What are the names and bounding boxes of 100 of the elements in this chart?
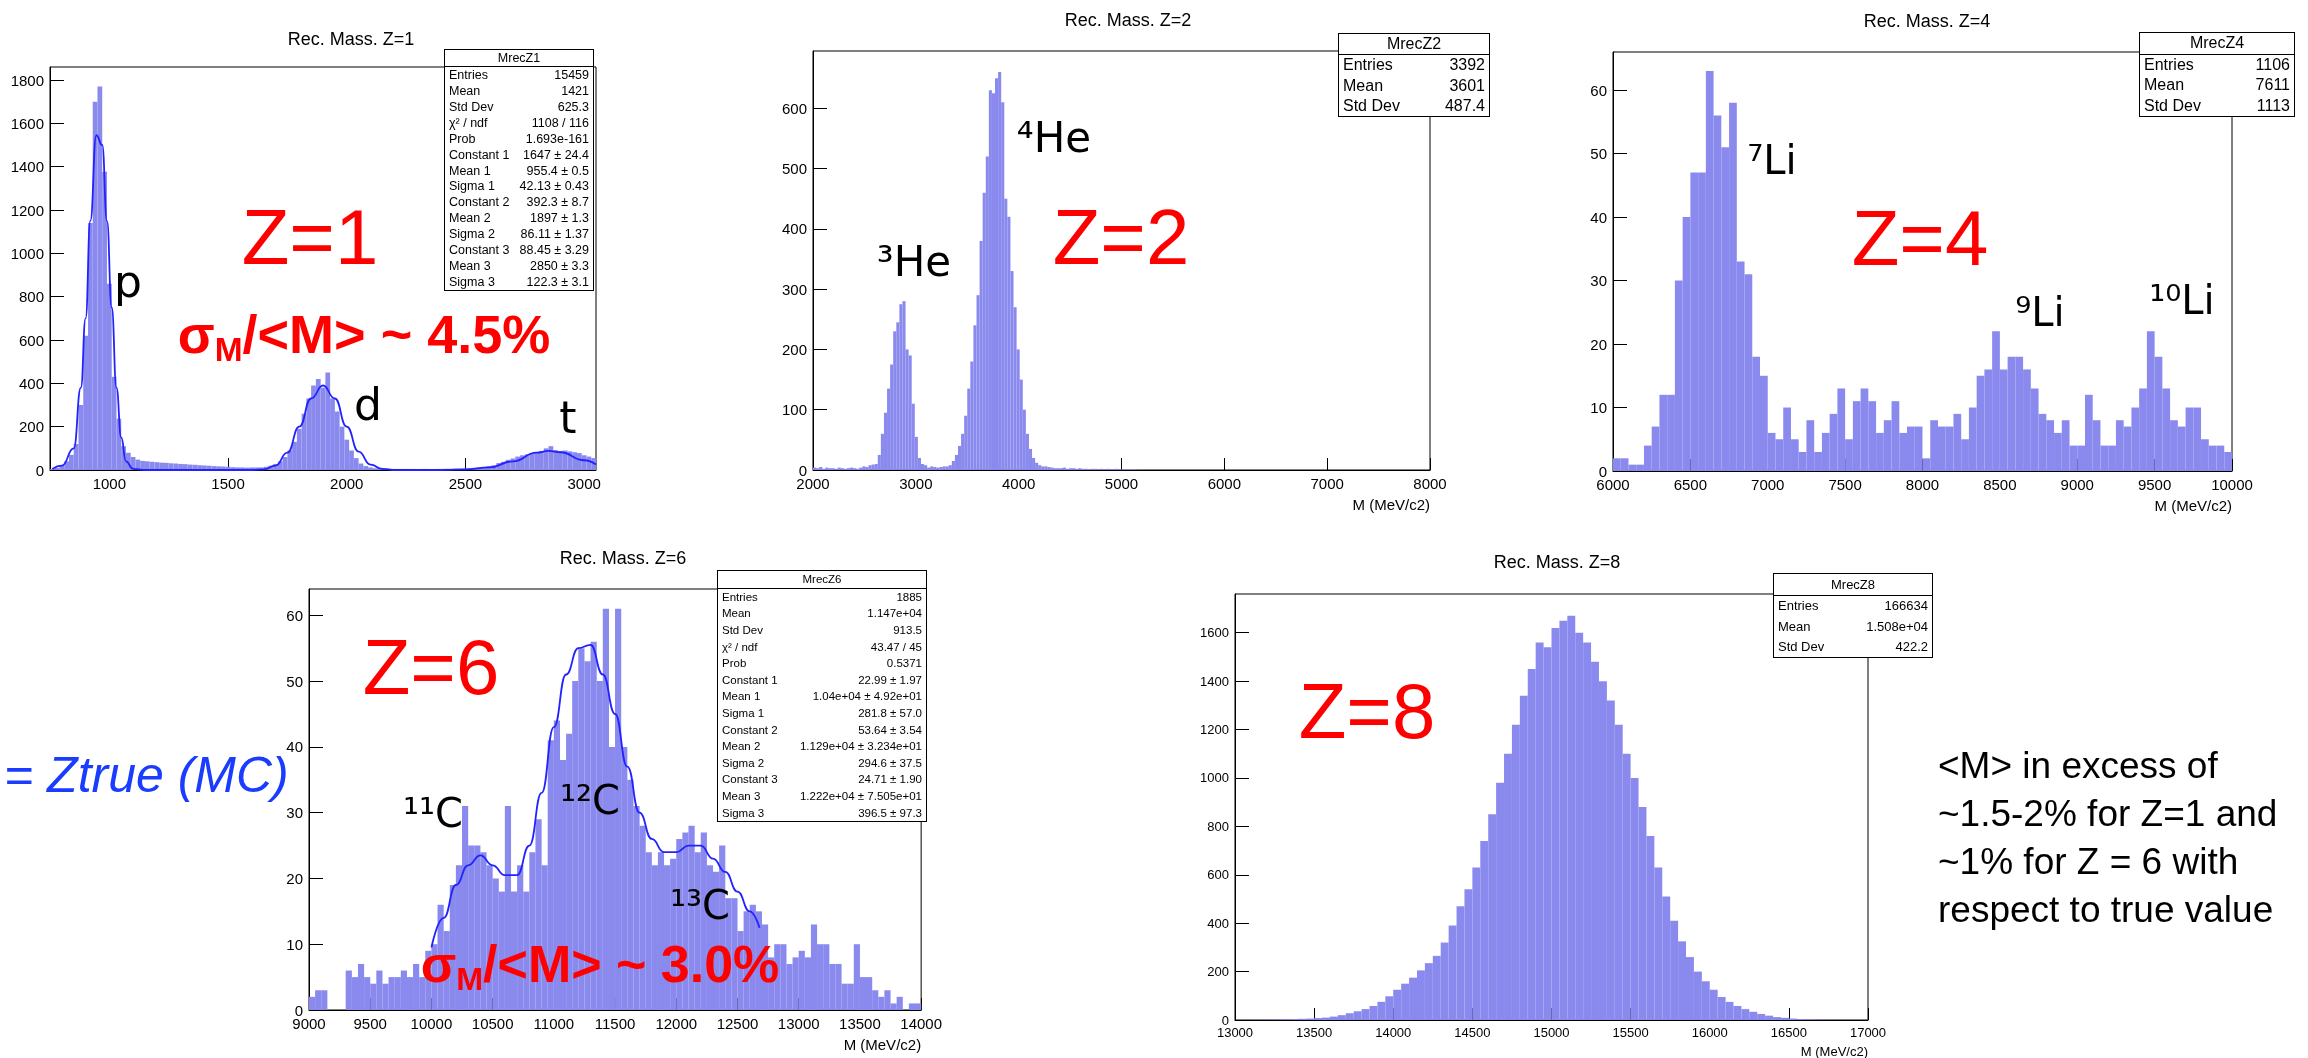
x-tick-label: 14000 xyxy=(1375,1025,1412,1040)
x-tick-label: 5000 xyxy=(1104,475,1139,492)
y-tick-label: 10 xyxy=(1590,399,1607,417)
y-tick-label: 40 xyxy=(1590,208,1607,226)
y-tick-label: 40 xyxy=(286,738,303,756)
y-tick-label: 1000 xyxy=(10,244,44,262)
x-tick-label: 2000 xyxy=(330,475,364,492)
y-tick-label: 600 xyxy=(18,331,44,349)
y-tick-label: 200 xyxy=(781,340,807,358)
x-tick-label: 11500 xyxy=(594,1015,636,1032)
x-tick-label: 7000 xyxy=(1751,476,1785,493)
annotation: Constant 1 1647 ± 24.4 xyxy=(449,147,589,162)
x-tick-label: 14000 xyxy=(900,1015,942,1032)
y-tick-label: 200 xyxy=(1207,964,1229,980)
y-tick-label: 100 xyxy=(781,401,807,419)
annotation: Z=2 xyxy=(1052,193,1190,281)
y-tick-label: 20 xyxy=(286,869,303,887)
x-tick-label: 7000 xyxy=(1310,475,1344,492)
x-tick-label: 8000 xyxy=(1413,475,1447,492)
x-tick-label: 3000 xyxy=(567,475,601,492)
x-tick-label: 12500 xyxy=(716,1015,759,1032)
annotation: ⁴He xyxy=(1016,113,1092,162)
y-tick-label: 50 xyxy=(1590,145,1607,163)
x-axis-title: M (MeV/c2) xyxy=(1352,496,1430,513)
annotation: ⁷Li xyxy=(1747,137,1797,183)
y-tick-label: 800 xyxy=(18,288,44,306)
x-tick-label: 16000 xyxy=(1691,1025,1728,1040)
y-tick-label: 800 xyxy=(1207,818,1229,834)
x-tick-label: 6000 xyxy=(1207,475,1242,492)
stats-box: MrecZ6 Entries 1885 Mean 1.147e+04 Std Dev 913.5 χ² / ndf 43.47 / 45 Prob 0.5371 Constant 1 22.99 ± 1.97 Mean 1 1.04e+04 ± 4.92e+01 Sigma 1 281.8 ± 57.0 Constant 2 53.64 ± 3.54 Mean 2 1.129e+04 ± 3.234e+01 Sigma 2 294.6 ± 37.5 Constant 3 24.71 ± 1.90 Mean 3 1.222e+04 ± 7.505e+01 Sigma 3 396.5 ± 97.3 xyxy=(717,570,927,822)
y-tick-label: 60 xyxy=(1590,81,1607,99)
x-tick-label: 4000 xyxy=(1001,475,1036,492)
y-tick-label: 600 xyxy=(781,99,807,117)
chart-title: Rec. Mass. Z=8 xyxy=(1493,552,1621,572)
y-tick-label: 30 xyxy=(1590,272,1607,290)
x-tick-label: 9000 xyxy=(2060,476,2094,493)
x-tick-label: 14500 xyxy=(1454,1025,1491,1040)
x-axis-title: M (MeV/c2) xyxy=(843,1036,922,1053)
y-tick-label: 1600 xyxy=(1200,625,1229,641)
x-tick-label: 9500 xyxy=(353,1015,387,1032)
x-tick-label: 8500 xyxy=(1983,476,2017,493)
y-tick-label: 50 xyxy=(286,672,303,690)
y-tick-label: 400 xyxy=(781,220,807,238)
y-tick-label: 600 xyxy=(1207,867,1229,883)
x-tick-label: 2500 xyxy=(448,475,483,492)
x-axis-title: M (MeV/c2) xyxy=(2154,497,2232,514)
stats-box: MrecZ1 Entries 15459 Mean 1421 Std Dev 625.3 χ² / ndf 1108 / 116 Prob 1.693e-161 Constant 1 1647 ± 24.4 Mean 1 955.4 ± 0.5 Sigma 1 42.13 ± 0.43 Constant 2 392.3 ± 8.7 Mean 2 1897 ± 1.3 Sigma 2 86.11 ± 1.37 Constant 3 88.45 ± 3.29 Mean 3 2850 ± 3.3 Sigma 3 122.3 ± 3.1 xyxy=(444,49,594,291)
x-tick-label: 7500 xyxy=(1828,476,1862,493)
y-tick-label: 1400 xyxy=(10,158,44,176)
x-tick-label: 15500 xyxy=(1612,1025,1649,1040)
y-tick-label: 0 xyxy=(1221,1012,1229,1028)
annotation: ¹³C xyxy=(670,882,730,928)
annotation: ¹⁰Li xyxy=(2149,277,2215,323)
y-tick-label: 1600 xyxy=(10,114,44,132)
y-tick-label: 30 xyxy=(286,804,303,822)
x-tick-label: 17000 xyxy=(1849,1025,1887,1040)
text: <M> in excess of ~1.5-2% for Z=1 and ~1% for Z = 6 with respect to true value xyxy=(1938,744,2279,933)
y-tick-label: 400 xyxy=(18,374,44,392)
annotation: σ$_{M}$/<M> ~ 4.5% xyxy=(177,304,551,369)
y-tick-label: 200 xyxy=(18,418,44,436)
annotation: Z=1 xyxy=(241,193,379,281)
y-tick-label: 1400 xyxy=(1200,673,1229,689)
x-tick-label: 13000 xyxy=(777,1015,820,1032)
x-tick-label: 13000 xyxy=(1216,1025,1254,1040)
stats-box: MrecZ8 Entries 166634 Mean 1.508e+04 Std Dev 422.2 xyxy=(1773,573,1933,658)
annotation: ³He xyxy=(876,237,952,286)
y-tick-label: 1000 xyxy=(1200,770,1229,786)
stats-box: MrecZ2 Entries 3392 Mean 3601 Std Dev 487.4 xyxy=(1338,33,1490,117)
annotation: Constant 3 88.45 ± 3.29 xyxy=(449,243,589,258)
y-tick-label: 60 xyxy=(286,606,303,624)
annotation: σ$_{M}$/<M> ~ 3.0% xyxy=(420,935,780,998)
y-tick-label: 400 xyxy=(1207,915,1229,931)
x-tick-label: 15000 xyxy=(1533,1025,1570,1040)
x-tick-label: 9500 xyxy=(2137,476,2172,493)
y-tick-label: 10 xyxy=(286,935,303,953)
annotation: ¹¹C xyxy=(403,790,463,836)
y-tick-label: 500 xyxy=(781,160,807,178)
y-tick-label: 20 xyxy=(1590,335,1607,353)
y-tick-label: 300 xyxy=(781,280,807,298)
annotation: p xyxy=(114,256,142,307)
annotation: Z=8 xyxy=(1298,667,1436,755)
y-tick-label: 0 xyxy=(35,461,44,479)
annotation: ⁹Li xyxy=(2015,289,2065,335)
x-tick-label: 1500 xyxy=(211,475,245,492)
y-tick-label: 1800 xyxy=(10,71,44,89)
x-tick-label: 10500 xyxy=(471,1015,514,1032)
x-tick-label: 3000 xyxy=(899,475,933,492)
annotation: d xyxy=(354,379,382,430)
x-tick-label: 8000 xyxy=(1905,476,1940,493)
annotation: Z=6 xyxy=(362,623,500,711)
y-tick-label: 1200 xyxy=(1200,722,1229,738)
x-tick-label: 6500 xyxy=(1673,476,1708,493)
chart-title: Rec. Mass. Z=2 xyxy=(1064,10,1192,30)
annotation: ¹²C xyxy=(560,777,620,823)
chart-title: Rec. Mass. Z=6 xyxy=(559,548,687,568)
chart-title: Rec. Mass. Z=1 xyxy=(287,29,415,49)
x-tick-label: 13500 xyxy=(1296,1025,1333,1040)
y-tick-label: 1200 xyxy=(10,201,44,219)
annotation: MrecZ2 xyxy=(1339,34,1489,56)
annotation: t xyxy=(559,392,577,443)
